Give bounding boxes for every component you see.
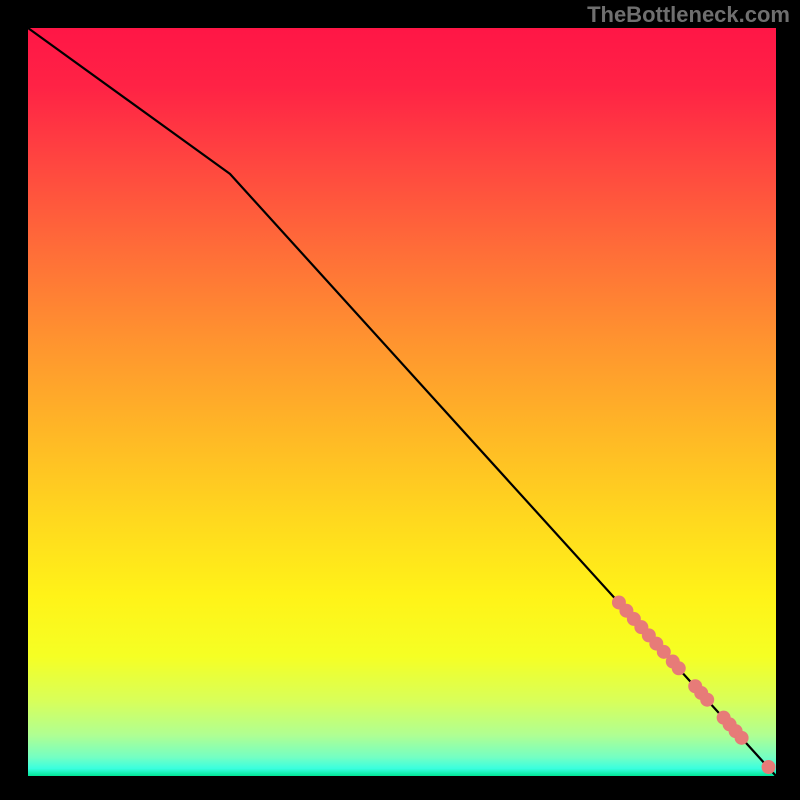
data-point [672,662,685,675]
chart-overlay [0,0,800,800]
trend-line [28,28,776,776]
data-point [735,731,748,744]
data-point [701,693,714,706]
figure-container: TheBottleneck.com [0,0,800,800]
data-point [762,761,775,774]
watermark-text: TheBottleneck.com [587,2,790,28]
